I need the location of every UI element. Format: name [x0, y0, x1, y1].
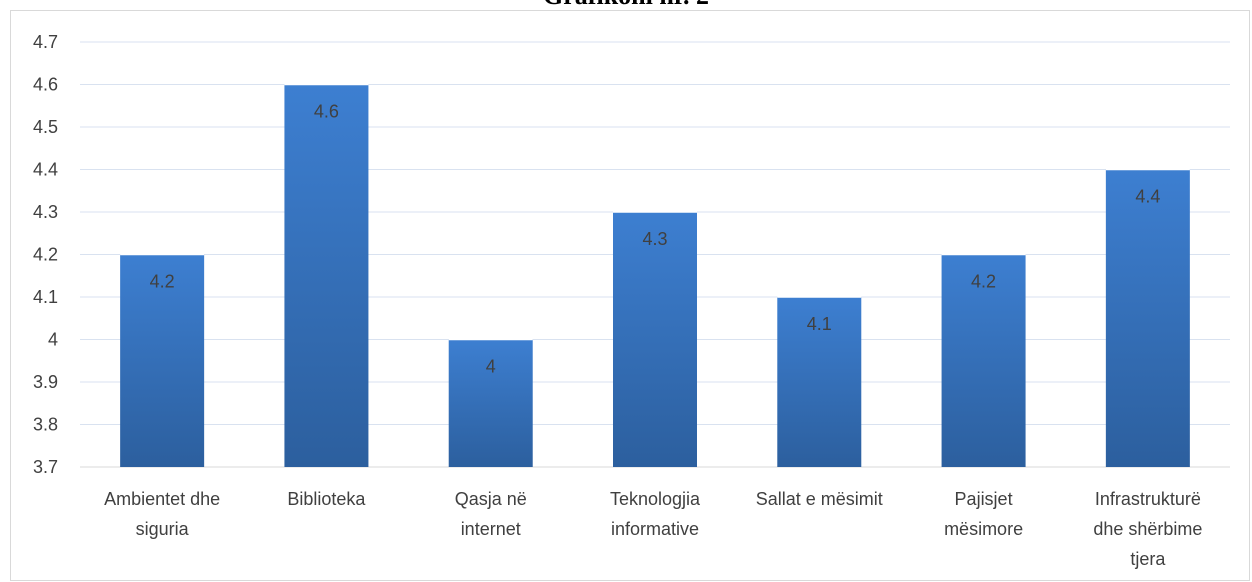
axes: 3.7 3.8 3.9 4 4.1 4.2 4.3 4.4 4.5 4.6 4.7 — [33, 32, 1230, 477]
y-tick-label: 4 — [48, 330, 58, 350]
bar — [120, 254, 205, 467]
y-tick-label: 4.2 — [33, 245, 58, 265]
y-tick-label: 3.7 — [33, 457, 58, 477]
x-category-label: Biblioteka — [287, 489, 366, 509]
data-label: 4.4 — [1135, 187, 1160, 207]
labels: 4.2 Ambientet dhe siguria 4.6 Biblioteka 4 Qas… — [104, 102, 1202, 570]
x-category-label: dhe shërbime — [1093, 519, 1202, 539]
x-category-label: Qasja në — [455, 489, 527, 509]
y-tick-label: 4.7 — [33, 32, 58, 52]
data-label: 4.3 — [642, 229, 667, 249]
y-tick-label: 4.3 — [33, 202, 58, 222]
x-category-label: informative — [611, 519, 699, 539]
x-category-label: Teknologjia — [610, 489, 701, 509]
y-tick-label: 3.8 — [33, 415, 58, 435]
x-category-label: Infrastrukturë — [1095, 489, 1201, 509]
y-tick-label: 4.5 — [33, 117, 58, 137]
x-category-label: internet — [461, 519, 521, 539]
bar — [1105, 169, 1190, 467]
x-category-label: Sallat e mësimit — [756, 489, 883, 509]
bar — [941, 254, 1026, 467]
data-label: 4 — [486, 357, 496, 377]
chart-frame — [10, 10, 1250, 581]
x-category-label: siguria — [136, 519, 190, 539]
data-label: 4.2 — [150, 272, 175, 292]
data-label: 4.2 — [971, 272, 996, 292]
bar — [777, 297, 862, 467]
y-tick-label: 3.9 — [33, 372, 58, 392]
data-label: 4.1 — [807, 314, 832, 334]
bar — [613, 212, 697, 467]
bar — [284, 84, 369, 467]
y-tick-label: 4.1 — [33, 287, 58, 307]
y-tick-label: 4.4 — [33, 160, 58, 180]
x-category-label: Pajisjet — [955, 489, 1013, 509]
chart-title: Grafikoni nr. 2 — [0, 0, 1252, 11]
bar — [448, 339, 533, 467]
x-category-label: tjera — [1130, 549, 1166, 569]
bars — [120, 83, 1190, 467]
data-label: 4.6 — [314, 102, 339, 122]
y-tick-label: 4.6 — [33, 75, 58, 95]
x-category-label: mësimore — [944, 519, 1023, 539]
x-category-label: Ambientet dhe — [104, 489, 220, 509]
